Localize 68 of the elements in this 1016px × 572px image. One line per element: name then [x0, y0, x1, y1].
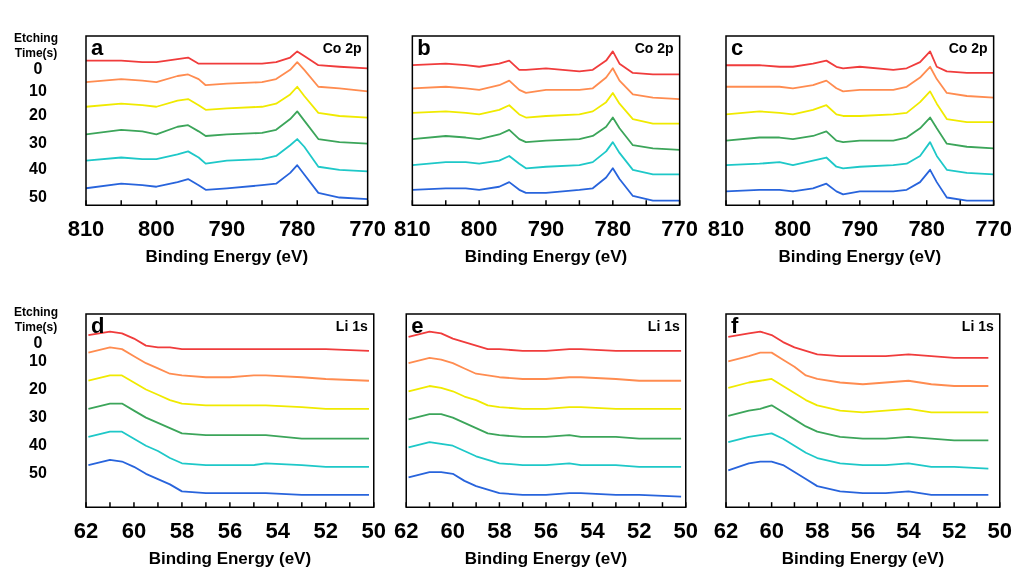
- x-tick-label: 780: [908, 216, 946, 242]
- annotation: Co 2p: [322, 39, 362, 56]
- x-axis-title: Binding Energy (eV): [148, 549, 312, 569]
- text: 40: [29, 160, 47, 177]
- x-tick-label: 56: [533, 518, 559, 544]
- text: 30: [29, 408, 47, 426]
- annotation: b: [417, 35, 431, 61]
- x-tick-label: 800: [138, 216, 175, 242]
- annotation: Li 1s: [647, 317, 680, 334]
- text: 50: [29, 464, 47, 482]
- annotation: Li 1s: [335, 317, 368, 334]
- x-tick-label: 60: [121, 518, 147, 544]
- text: 50: [29, 187, 47, 205]
- x-tick-label: 56: [217, 518, 243, 544]
- x-tick-label: 58: [169, 518, 195, 544]
- x-tick-label: 50: [361, 518, 387, 544]
- x-tick-label: 770: [661, 216, 699, 242]
- text: 10: [29, 352, 47, 370]
- x-tick-label: 52: [313, 518, 339, 544]
- annotation: Li 1s: [961, 317, 994, 334]
- x-axis-title: Binding Energy (eV): [781, 549, 945, 569]
- x-tick-label: 56: [850, 518, 876, 544]
- annotation: f: [731, 313, 739, 339]
- text: 10: [29, 81, 47, 99]
- x-tick-label: 800: [774, 216, 812, 242]
- x-tick-label: 780: [278, 216, 316, 242]
- text: 0: [33, 60, 43, 78]
- x-tick-label: 58: [487, 518, 512, 544]
- x-axis-title: Binding Energy (eV): [145, 247, 309, 267]
- x-tick-label: 60: [759, 518, 784, 544]
- x-axis-title: Binding Energy (eV): [464, 247, 628, 267]
- x-tick-label: 62: [73, 518, 99, 544]
- x-tick-label: 770: [349, 216, 387, 242]
- x-tick-label: 62: [713, 518, 739, 544]
- text: 20: [29, 106, 47, 124]
- x-tick-label: 790: [527, 216, 565, 242]
- annotation: e: [411, 313, 424, 339]
- x-tick-label: 62: [393, 518, 419, 544]
- x-tick-label: 58: [805, 518, 830, 544]
- legend-title: Etching Time(s): [14, 30, 58, 60]
- x-tick-label: 810: [67, 216, 105, 242]
- x-tick-label: 60: [440, 518, 466, 544]
- x-axis-title: Binding Energy (eV): [464, 549, 628, 569]
- text: 20: [29, 380, 47, 398]
- x-tick-label: 52: [626, 518, 652, 544]
- x-tick-label: 54: [896, 518, 922, 544]
- annotation: Co 2p: [634, 39, 674, 56]
- x-tick-label: 800: [460, 216, 498, 242]
- annotation: a: [91, 35, 104, 61]
- x-tick-label: 790: [208, 216, 246, 242]
- x-tick-label: 54: [580, 518, 606, 544]
- text: 40: [29, 436, 47, 454]
- annotation: c: [731, 35, 744, 61]
- x-tick-label: 54: [265, 518, 291, 544]
- text: 30: [29, 133, 47, 151]
- annotation: Co 2p: [948, 39, 988, 56]
- legend-title: Etching Time(s): [14, 305, 58, 335]
- x-tick-label: 50: [673, 518, 699, 544]
- x-tick-label: 50: [987, 518, 1013, 544]
- x-tick-label: 770: [975, 216, 1013, 242]
- x-axis-title: Binding Energy (eV): [778, 247, 942, 267]
- x-tick-label: 810: [393, 216, 431, 242]
- annotation: d: [91, 313, 105, 339]
- x-tick-label: 780: [594, 216, 632, 242]
- text: 0: [33, 334, 43, 352]
- x-tick-label: 52: [941, 518, 967, 544]
- x-tick-label: 810: [707, 216, 745, 242]
- x-tick-label: 790: [841, 216, 879, 242]
